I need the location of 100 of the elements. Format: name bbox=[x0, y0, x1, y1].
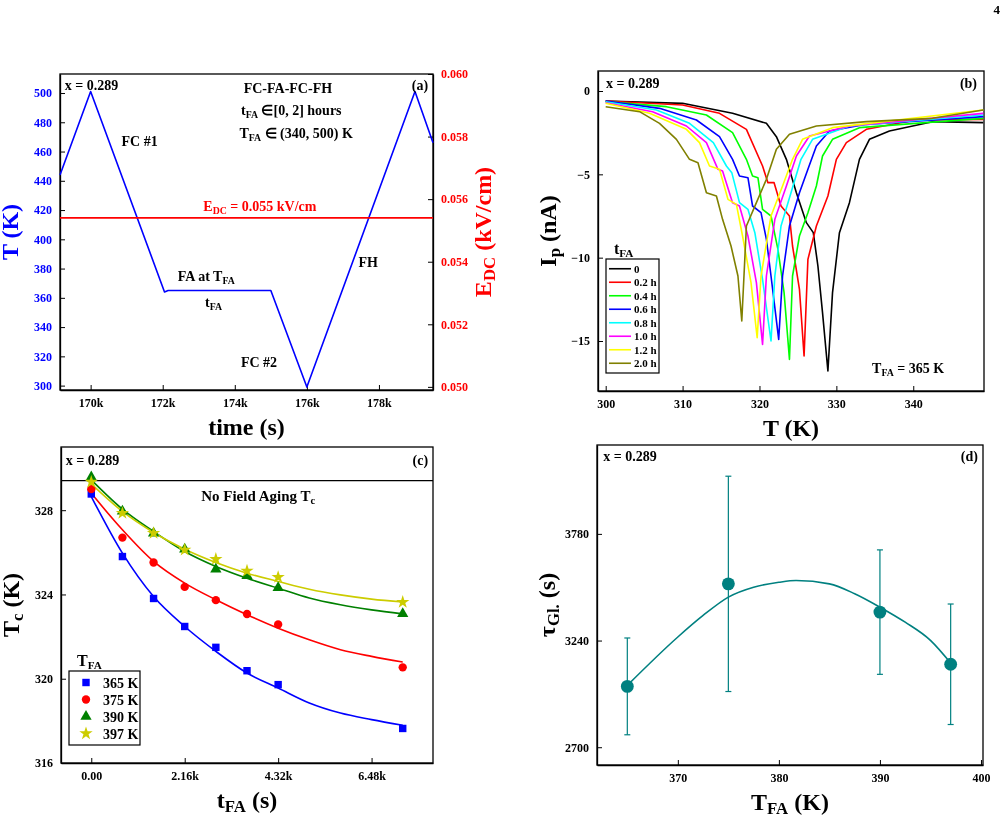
point bbox=[209, 552, 223, 565]
legend-label: 390 K bbox=[103, 709, 139, 725]
y-axis-title: T (K) bbox=[0, 203, 23, 261]
annotation: FC-FA-FC-FH bbox=[243, 80, 333, 96]
annotation: (d) bbox=[960, 449, 979, 465]
x-tick-label: 0.00 bbox=[81, 768, 103, 783]
x-tick-label: 174k bbox=[222, 395, 248, 410]
legend-label: 365 K bbox=[103, 675, 139, 691]
annotation: T$_{FA}$ = 365 K bbox=[872, 361, 945, 378]
legend-label: 375 K bbox=[103, 692, 139, 708]
annotation: FC #1 bbox=[121, 134, 158, 150]
x-tick-label: 2.16k bbox=[171, 768, 200, 783]
y-tick-label: 0 bbox=[584, 84, 590, 99]
y-tick-label: 2700 bbox=[565, 740, 589, 755]
point bbox=[272, 581, 284, 591]
y-tick-label: 3780 bbox=[565, 527, 589, 542]
y-tick-label: 316 bbox=[35, 756, 53, 771]
x-tick-label: 6.48k bbox=[358, 768, 387, 783]
annotation: (b) bbox=[959, 75, 978, 92]
legend-title: t$_{FA}$ bbox=[614, 240, 634, 259]
y-tick-label: 500 bbox=[34, 86, 52, 101]
point bbox=[396, 595, 410, 608]
point bbox=[212, 643, 220, 652]
point bbox=[115, 506, 130, 519]
annotation: x = 0.289 bbox=[603, 449, 657, 464]
point bbox=[211, 595, 221, 605]
point bbox=[242, 609, 252, 619]
y-tick-label: 324 bbox=[35, 587, 53, 602]
point bbox=[180, 582, 189, 592]
text: 4 bbox=[993, 2, 1001, 17]
legend-label: 1.0 h bbox=[634, 330, 657, 343]
annotation: x = 0.289 bbox=[64, 77, 119, 93]
point bbox=[271, 570, 285, 583]
y2-tick-label: 0.060 bbox=[441, 67, 468, 82]
point bbox=[398, 663, 407, 672]
annotation: FC #2 bbox=[240, 354, 278, 370]
annotation: t$_{FA}$ bbox=[205, 294, 223, 312]
point bbox=[397, 607, 409, 618]
x-axis-title: t$_{FA}$ (s) bbox=[216, 787, 278, 817]
x-tick-label: 330 bbox=[827, 396, 846, 411]
point bbox=[149, 558, 158, 567]
legend-label: 0.8 h bbox=[634, 316, 657, 329]
legend-label: 1.2 h bbox=[634, 343, 657, 356]
point bbox=[873, 605, 887, 619]
x-axis-title: time (s) bbox=[208, 414, 285, 440]
annotation: t$_{FA}$ ∈[0, 2] hours bbox=[240, 103, 343, 120]
y-tick-label: 360 bbox=[34, 291, 52, 306]
x-tick-label: 170k bbox=[78, 395, 104, 410]
legend-label: 0.4 h bbox=[634, 289, 657, 302]
annotation: (c) bbox=[412, 453, 429, 470]
y-tick-label: 420 bbox=[34, 203, 52, 218]
y-tick-label: −10 bbox=[571, 251, 590, 266]
legend-label: 2.0 h bbox=[634, 357, 657, 370]
ref-line-label: No Field Aging T$_{c}$ bbox=[201, 487, 316, 506]
y2-tick-label: 0.056 bbox=[441, 192, 468, 207]
annotation: (a) bbox=[411, 77, 429, 94]
y-tick-label: 400 bbox=[34, 232, 52, 247]
y-tick-label: 340 bbox=[34, 320, 52, 335]
legend-title: T$_{FA}$ bbox=[77, 652, 102, 671]
y-tick-label: 320 bbox=[35, 672, 53, 687]
point bbox=[87, 484, 96, 494]
y-tick-label: 300 bbox=[34, 378, 52, 393]
point bbox=[243, 667, 251, 675]
point bbox=[721, 577, 735, 591]
point bbox=[944, 657, 958, 671]
y-tick-label: 380 bbox=[34, 261, 52, 276]
x-tick-label: 4.32k bbox=[264, 768, 293, 783]
y-tick-label: −15 bbox=[571, 334, 590, 349]
y-tick-label: 440 bbox=[34, 174, 52, 189]
legend-label: 397 K bbox=[103, 726, 139, 742]
x-tick-label: 176k bbox=[295, 395, 321, 410]
x-axis-title: T$_{FA}$ (K) bbox=[751, 789, 829, 819]
point bbox=[84, 474, 98, 488]
legend-label: 0 bbox=[634, 262, 640, 275]
annotation: T$_{FA}$ ∈ (340, 500) K bbox=[239, 126, 353, 143]
y-tick-label: 3240 bbox=[565, 633, 589, 648]
y-tick-label: 480 bbox=[34, 115, 52, 130]
x-tick-label: 178k bbox=[367, 395, 393, 410]
legend-label: 0.2 h bbox=[634, 276, 657, 289]
y2-tick-label: 0.058 bbox=[441, 129, 468, 144]
annotation: E$_{DC}$ = 0.055 kV/cm bbox=[203, 199, 317, 216]
point bbox=[210, 562, 222, 573]
point bbox=[240, 563, 254, 577]
x-axis-title: T (K) bbox=[762, 415, 820, 441]
x-tick-label: 300 bbox=[597, 396, 616, 411]
y2-tick-label: 0.050 bbox=[441, 380, 468, 395]
x-tick-label: 172k bbox=[150, 395, 176, 410]
x-tick-label: 310 bbox=[674, 396, 693, 411]
y-tick-label: −5 bbox=[577, 167, 590, 182]
x-tick-label: 380 bbox=[770, 770, 789, 785]
annotation: x = 0.289 bbox=[606, 75, 660, 91]
legend-label: 0.6 h bbox=[634, 303, 657, 316]
x-tick-label: 320 bbox=[750, 396, 769, 411]
annotation: FH bbox=[358, 254, 378, 270]
y-tick-label: 320 bbox=[34, 349, 52, 364]
y2-tick-label: 0.052 bbox=[441, 317, 468, 332]
x-tick-label: 400 bbox=[972, 770, 991, 785]
point bbox=[620, 679, 634, 693]
point bbox=[118, 533, 127, 542]
y2-tick-label: 0.054 bbox=[441, 255, 468, 270]
